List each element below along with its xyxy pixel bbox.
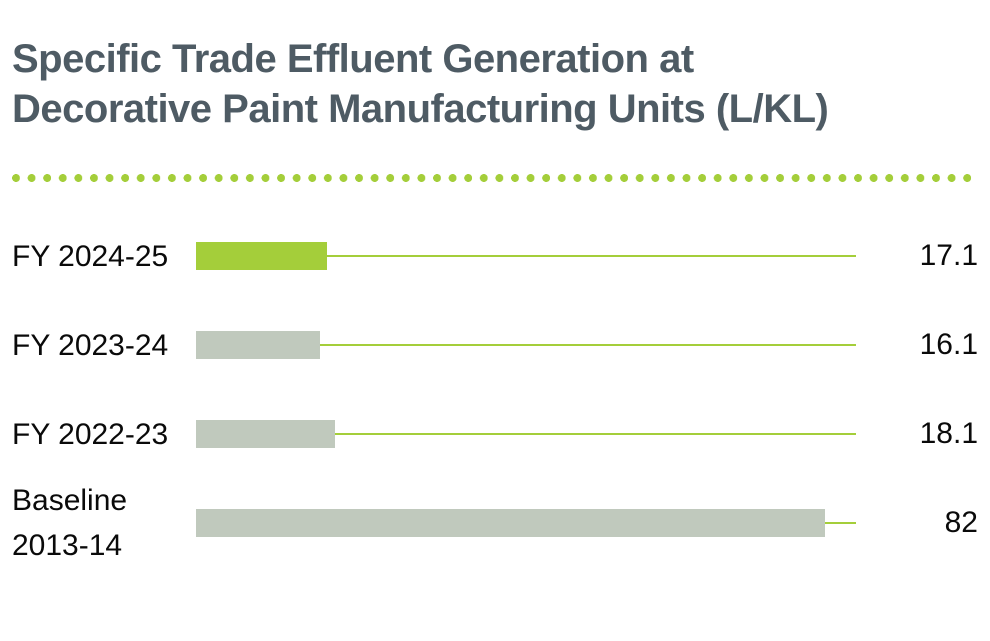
row-value: 82 [944,506,978,539]
bar-track [196,420,856,448]
row-label: FY 2024-25 [12,239,169,273]
bar-track [196,509,856,537]
bar [196,509,826,537]
chart-row-fy-2022-23: FY 2022-23 18.1 [12,417,978,451]
row-value: 18.1 [919,417,978,450]
row-value: 17.1 [919,239,978,272]
row-value: 16.1 [919,328,978,361]
axis-line [196,433,856,435]
row-label: FY 2022-23 [12,417,169,451]
axis-line [196,344,856,346]
chart-row-baseline-2013-14: Baseline 2013-14 82 [12,484,978,562]
infographic-chart: Specific Trade Effluent Generation at De… [0,34,990,563]
bar [196,331,320,359]
bar [196,420,335,448]
chart-title-line1: Specific Trade Effluent Generation at [12,37,694,81]
bar-track [196,331,856,359]
bar-chart: FY 2024-25 17.1 FY 2023-24 16.1 FY 2022- [12,239,978,563]
axis-line [196,255,856,257]
bar [196,242,328,270]
row-label: FY 2023-24 [12,328,169,362]
row-label: Baseline 2013-14 [12,484,128,562]
chart-title: Specific Trade Effluent Generation at De… [12,34,978,134]
dotted-separator [12,174,978,182]
chart-row-fy-2024-25: FY 2024-25 17.1 [12,239,978,273]
chart-row-fy-2023-24: FY 2023-24 16.1 [12,328,978,362]
chart-title-line2: Decorative Paint Manufacturing Units (L/… [12,87,829,131]
bar-track [196,242,856,270]
